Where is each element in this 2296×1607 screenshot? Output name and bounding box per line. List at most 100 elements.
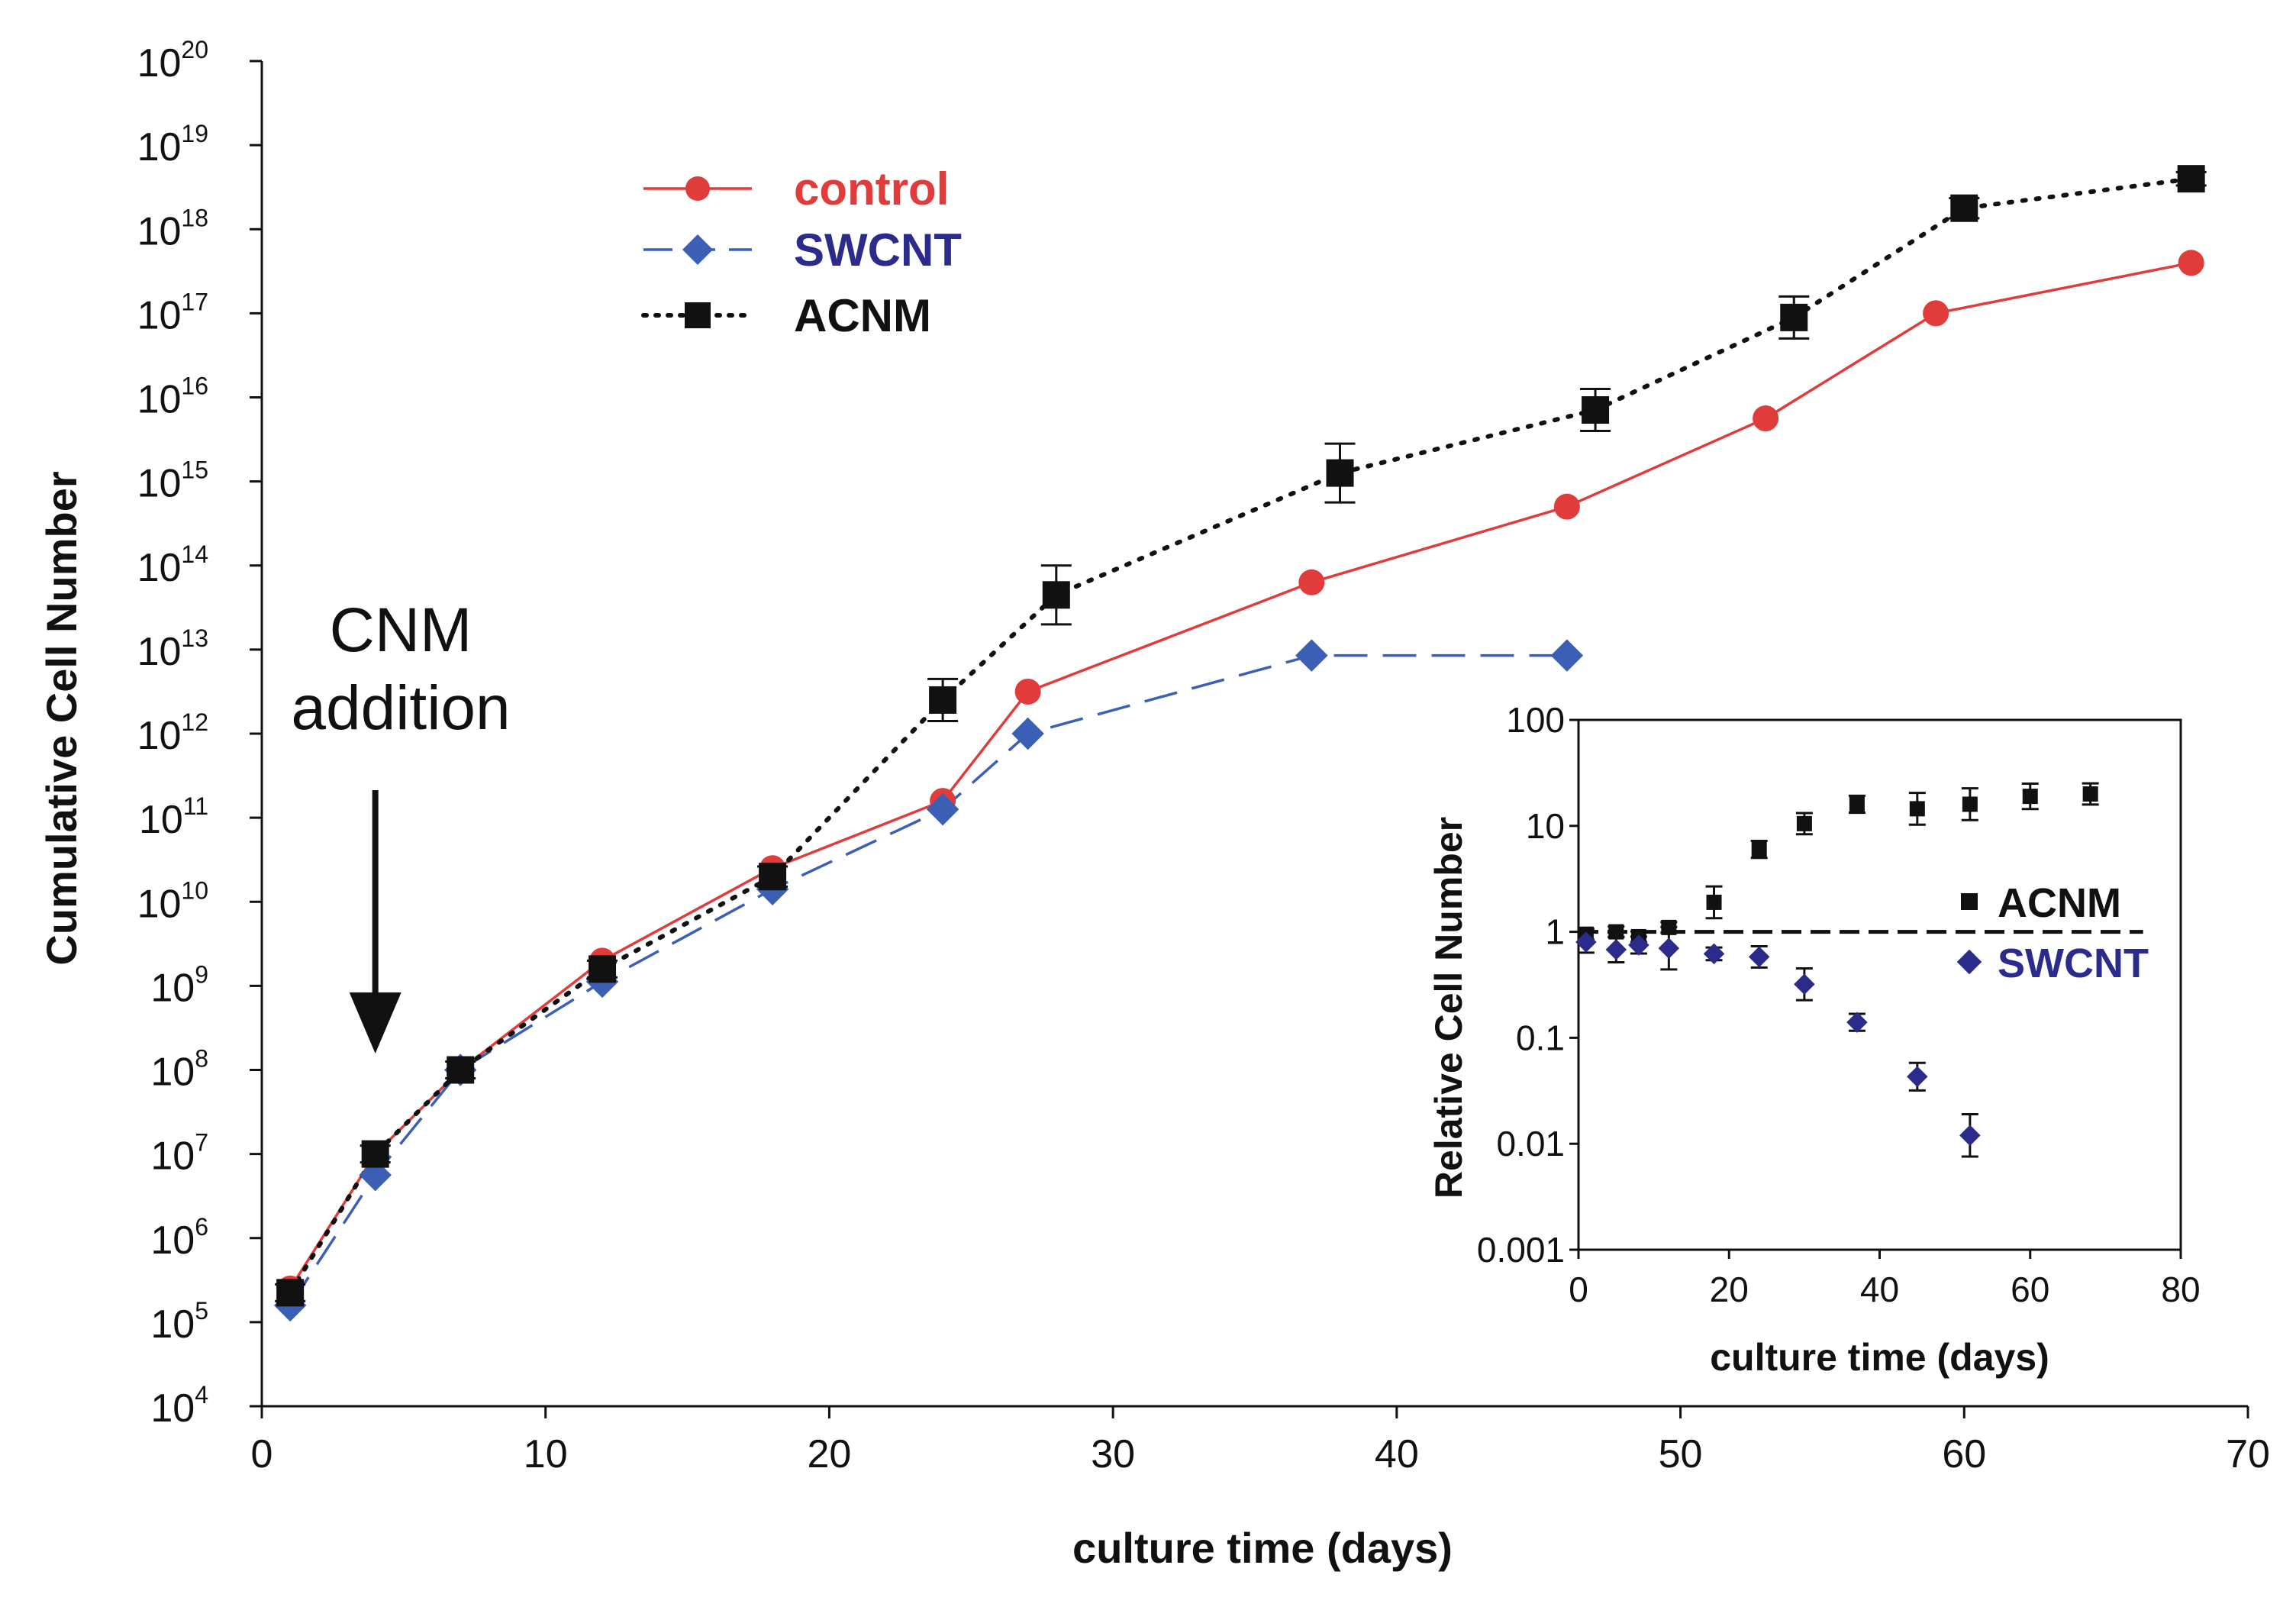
inset-y-axis-title: Relative Cell Number bbox=[1427, 817, 1470, 1199]
inset-x-axis-title: culture time (days) bbox=[1710, 1336, 2049, 1379]
y-tick-label: 1014 bbox=[137, 541, 208, 590]
y-tick-exponent: 15 bbox=[181, 457, 208, 484]
y-tick-exponent: 7 bbox=[195, 1129, 208, 1157]
arrow-head bbox=[349, 992, 401, 1054]
data-point-acnm bbox=[1950, 194, 1978, 222]
y-tick-exponent: 4 bbox=[195, 1381, 208, 1409]
annotation-arrow bbox=[349, 790, 401, 1054]
y-tick-exponent: 16 bbox=[181, 373, 208, 400]
inset-frame bbox=[1577, 718, 2182, 1251]
data-point-acnm bbox=[276, 1279, 305, 1307]
y-tick-exponent: 20 bbox=[181, 36, 208, 63]
series-line-acnm bbox=[288, 176, 2194, 1296]
inset-data-point-swcnt bbox=[1748, 946, 1770, 968]
inset-data-point-acnm bbox=[1796, 815, 1812, 831]
inset-chart: 0 20 40 60 80 0.001 0.01 0.1 1 10 100 culture time … bbox=[1427, 700, 2201, 1379]
data-point-acnm bbox=[2177, 165, 2205, 193]
inset-y-tick-label: 10 bbox=[1526, 806, 1565, 846]
data-point-swcnt bbox=[926, 792, 959, 826]
inset-y-tick-label: 0.001 bbox=[1477, 1230, 1565, 1270]
data-point-acnm bbox=[361, 1140, 389, 1168]
inset-data-point-swcnt bbox=[1846, 1012, 1868, 1033]
inset-data-point-acnm bbox=[1849, 796, 1865, 812]
inset-legend-marker-acnm bbox=[1961, 893, 1978, 910]
y-tick-base: 10 bbox=[137, 209, 182, 253]
legend-label-swcnt: SWCNT bbox=[794, 224, 962, 276]
y-axis-title: Cumulative Cell Number bbox=[37, 471, 85, 965]
inset-x-tick-label: 60 bbox=[2011, 1270, 2049, 1309]
x-tick-label: 30 bbox=[1091, 1432, 1135, 1476]
data-point-acnm bbox=[1780, 303, 1808, 331]
data-point-acnm bbox=[929, 686, 957, 714]
y-tick-exponent: 14 bbox=[181, 541, 208, 568]
inset-data-point-swcnt bbox=[1703, 943, 1725, 965]
y-tick-base: 10 bbox=[137, 546, 182, 590]
y-tick-exponent: 5 bbox=[195, 1297, 208, 1325]
inset-x-tick-label: 0 bbox=[1569, 1270, 1588, 1309]
inset-x-tick-label: 20 bbox=[1710, 1270, 1749, 1309]
y-tick-base: 10 bbox=[137, 630, 182, 674]
y-tick-exponent: 12 bbox=[181, 708, 208, 736]
inset-data-point-acnm bbox=[1962, 796, 1978, 812]
y-tick-label: 108 bbox=[150, 1045, 208, 1095]
y-tick-exponent: 8 bbox=[195, 1045, 208, 1073]
y-tick-base: 10 bbox=[137, 293, 182, 337]
data-point-swcnt bbox=[1550, 639, 1584, 672]
inset-data-point-acnm bbox=[2022, 789, 2038, 805]
y-tick-exponent: 18 bbox=[181, 204, 208, 231]
y-tick-base: 10 bbox=[150, 1218, 195, 1263]
inset-data-point-swcnt bbox=[1575, 931, 1597, 953]
y-tick-exponent: 9 bbox=[195, 960, 208, 988]
inset-data-point-acnm bbox=[1608, 924, 1624, 940]
y-tick-label: 1017 bbox=[137, 288, 208, 337]
y-tick-base: 10 bbox=[150, 1050, 195, 1095]
inset-data-point-swcnt bbox=[1605, 939, 1627, 960]
y-tick-label: 1018 bbox=[137, 204, 208, 253]
data-point-control bbox=[2178, 250, 2204, 276]
y-tick-base: 10 bbox=[150, 1386, 195, 1431]
inset-x-tick-label: 80 bbox=[2161, 1270, 2200, 1309]
y-tick-label: 1020 bbox=[137, 36, 208, 86]
inset-data-point-swcnt bbox=[1794, 973, 1815, 996]
main-chart: 0 10 20 30 40 50 60 701041051061071081091010101… bbox=[37, 36, 2270, 1572]
data-point-acnm bbox=[447, 1056, 475, 1084]
x-tick-label: 0 bbox=[251, 1432, 273, 1476]
y-tick-exponent: 10 bbox=[181, 876, 208, 904]
data-point-swcnt bbox=[1011, 717, 1044, 750]
data-point-acnm bbox=[589, 955, 617, 983]
data-point-acnm bbox=[1582, 396, 1610, 424]
legend-label-control: control bbox=[794, 163, 949, 215]
inset-data-point-acnm bbox=[1909, 801, 1925, 817]
y-tick-base: 10 bbox=[137, 462, 182, 506]
y-tick-base: 10 bbox=[139, 798, 183, 842]
y-tick-label: 1019 bbox=[137, 120, 208, 169]
inset-data-point-acnm bbox=[1751, 841, 1767, 857]
x-tick-label: 40 bbox=[1375, 1432, 1419, 1476]
y-tick-label: 1016 bbox=[137, 373, 208, 422]
y-tick-base: 10 bbox=[137, 125, 182, 169]
data-point-control bbox=[1753, 405, 1779, 432]
inset-x-tick-label: 40 bbox=[1860, 1270, 1899, 1309]
data-point-acnm bbox=[1042, 581, 1070, 609]
y-tick-exponent: 6 bbox=[195, 1213, 208, 1241]
y-tick-exponent: 13 bbox=[181, 624, 208, 652]
y-tick-base: 10 bbox=[137, 714, 182, 758]
y-tick-label: 106 bbox=[150, 1213, 208, 1263]
annotation-line1: CNM bbox=[330, 595, 472, 665]
inset-legend-label-swcnt: SWCNT bbox=[1998, 941, 2149, 986]
data-point-acnm bbox=[759, 863, 787, 891]
x-axis-title: culture time (days) bbox=[1072, 1524, 1453, 1572]
legend-label-acnm: ACNM bbox=[794, 290, 931, 341]
inset-data-point-swcnt bbox=[1959, 1125, 1981, 1146]
y-tick-label: 1011 bbox=[139, 792, 208, 842]
inset-data-point-swcnt bbox=[1658, 937, 1680, 959]
x-tick-label: 20 bbox=[808, 1432, 852, 1476]
y-tick-base: 10 bbox=[150, 966, 195, 1010]
data-point-control bbox=[1923, 300, 1949, 327]
inset-y-tick-label: 100 bbox=[1506, 700, 1565, 740]
legend: control SWCNT ACNM bbox=[641, 163, 962, 341]
y-tick-label: 1012 bbox=[137, 708, 208, 758]
data-point-swcnt bbox=[1295, 639, 1328, 672]
y-tick-label: 104 bbox=[150, 1381, 208, 1431]
